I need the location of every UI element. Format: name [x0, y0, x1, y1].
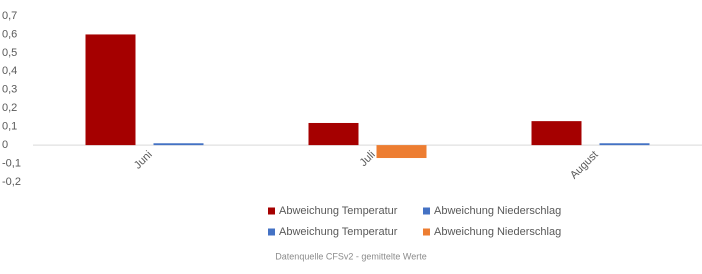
y-tick-label: 0,4 — [2, 65, 17, 77]
y-tick-label: 0,6 — [2, 28, 17, 40]
legend-swatch — [268, 228, 275, 236]
bar — [153, 143, 204, 146]
y-tick-label: 0,2 — [2, 102, 17, 114]
y-tick-label: 0 — [2, 139, 8, 151]
legend-label: Abweichung Temperatur — [279, 226, 398, 238]
legend-label: Abweichung Niederschlag — [434, 205, 561, 217]
source-note: Datenquelle CFSv2 - gemittelte Werte — [275, 251, 426, 261]
bar — [599, 143, 650, 146]
bar — [308, 122, 359, 146]
y-tick-label: -0,2 — [2, 176, 21, 188]
x-tick-label: August — [568, 149, 601, 182]
x-tick-label: Juni — [132, 149, 155, 172]
bar — [85, 34, 136, 146]
x-tick-label: Juli — [358, 149, 378, 169]
y-tick-label: 0,7 — [2, 10, 17, 22]
y-tick-label: 0,1 — [2, 121, 17, 133]
legend-swatch — [423, 207, 430, 215]
legend-label: Abweichung Temperatur — [279, 205, 398, 217]
y-tick-label: 0,3 — [2, 84, 17, 96]
legend-label: Abweichung Niederschlag — [434, 226, 561, 238]
legend-swatch — [268, 207, 275, 215]
y-tick-label: 0,5 — [2, 47, 17, 59]
bar — [376, 145, 427, 159]
legend-swatch — [423, 228, 430, 236]
bar — [531, 121, 582, 146]
y-tick-label: -0,1 — [2, 157, 21, 169]
